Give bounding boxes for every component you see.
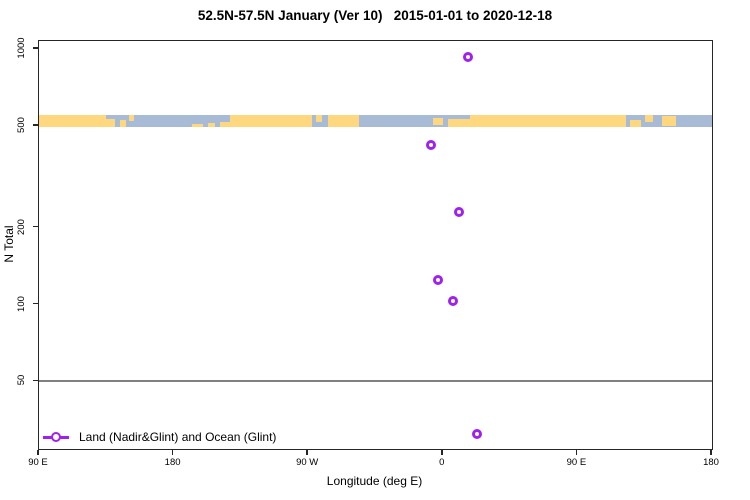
y-tick-label: 50 bbox=[16, 375, 27, 386]
data-point bbox=[425, 140, 436, 151]
data-point bbox=[448, 296, 459, 307]
reference-line-50 bbox=[39, 380, 712, 383]
x-tick-label: 180 bbox=[164, 457, 181, 468]
y-tick-mark bbox=[33, 225, 38, 228]
y-tick-label: 1000 bbox=[16, 37, 27, 59]
x-axis-label: Longitude (deg E) bbox=[326, 474, 423, 488]
x-tick-mark bbox=[575, 449, 578, 455]
x-tick-label: 90 W bbox=[296, 457, 319, 468]
map-band-land-segment bbox=[448, 118, 471, 128]
y-tick-mark bbox=[33, 379, 38, 382]
map-band-land-segment bbox=[662, 116, 677, 127]
legend-line-marker bbox=[43, 432, 69, 442]
map-band bbox=[39, 114, 712, 128]
plot-area: Land (Nadir&Glint) and Ocean (Glint) bbox=[38, 40, 713, 450]
map-band-land-segment bbox=[470, 114, 626, 128]
map-band-land-segment bbox=[192, 123, 203, 128]
chart-title: 52.5N-57.5N January (Ver 10) 2015-01-01 … bbox=[197, 8, 553, 23]
legend-circle-icon bbox=[51, 432, 61, 442]
y-tick-label: 200 bbox=[16, 218, 27, 235]
data-point bbox=[433, 274, 444, 285]
y-tick-mark bbox=[33, 124, 38, 126]
map-band-land-segment bbox=[328, 114, 360, 128]
x-tick-label: 180 bbox=[703, 457, 719, 468]
x-tick-label: 0 bbox=[439, 457, 445, 468]
map-band-land-segment bbox=[129, 114, 134, 122]
legend-label: Land (Nadir&Glint) and Ocean (Glint) bbox=[79, 430, 277, 444]
map-band-land-segment bbox=[106, 119, 116, 128]
map-band-land-segment bbox=[220, 121, 231, 128]
y-tick-mark bbox=[33, 47, 38, 49]
map-band-land-segment bbox=[39, 114, 107, 128]
data-point bbox=[472, 429, 483, 440]
y-tick-label: 100 bbox=[16, 295, 27, 312]
y-tick-label: 500 bbox=[16, 117, 27, 133]
x-tick-label: 90 E bbox=[28, 457, 48, 468]
x-tick-mark bbox=[171, 449, 174, 455]
legend: Land (Nadir&Glint) and Ocean (Glint) bbox=[43, 428, 276, 446]
map-band-land-segment bbox=[315, 114, 323, 122]
map-band-land-segment bbox=[119, 120, 126, 128]
x-tick-mark bbox=[37, 449, 39, 455]
map-band-land-segment bbox=[230, 114, 312, 128]
data-point bbox=[454, 207, 465, 218]
x-tick-label: 90 E bbox=[566, 457, 587, 468]
y-tick-mark bbox=[33, 302, 38, 305]
x-tick-mark bbox=[441, 449, 443, 455]
x-tick-mark bbox=[710, 449, 712, 455]
map-band-land-segment bbox=[207, 123, 216, 128]
x-tick-mark bbox=[306, 449, 308, 455]
map-band-land-segment bbox=[629, 119, 641, 128]
map-band-land-segment bbox=[645, 114, 653, 122]
data-point bbox=[463, 52, 474, 63]
map-band-land-segment bbox=[432, 117, 444, 125]
